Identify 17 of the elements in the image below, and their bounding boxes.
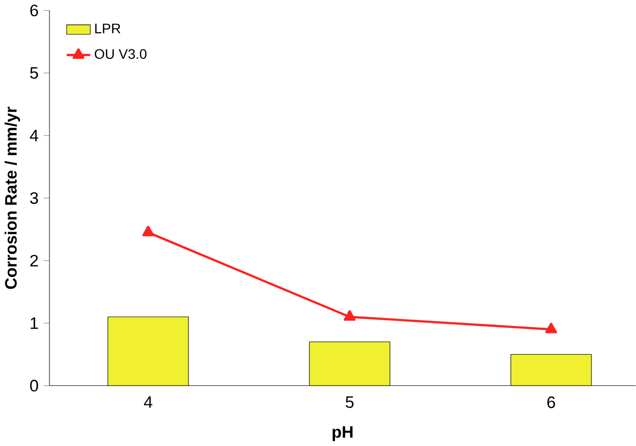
x-tick-label: 4: [144, 396, 152, 408]
legend-label: LPR: [95, 24, 120, 34]
y-tick-label: 1: [30, 318, 38, 329]
point: [545, 322, 557, 334]
x-tick-label: 6: [547, 396, 555, 408]
y-tick-label: 0: [30, 380, 38, 392]
point: [344, 310, 356, 321]
x-tick-label: 5: [346, 396, 354, 408]
y-tick-label: 5: [30, 67, 38, 79]
legend-label: OU V3.0: [94, 49, 146, 60]
y-tick-label: 4: [30, 130, 38, 142]
y-tick-label: 2: [30, 254, 38, 267]
y-tick-label: 3: [30, 192, 38, 204]
y-tick-label: 6: [30, 4, 38, 16]
point: [142, 226, 154, 236]
y-axis-title: Corrosion Rate / mm/yr: [4, 106, 20, 290]
x-axis-title: pH: [332, 426, 353, 442]
